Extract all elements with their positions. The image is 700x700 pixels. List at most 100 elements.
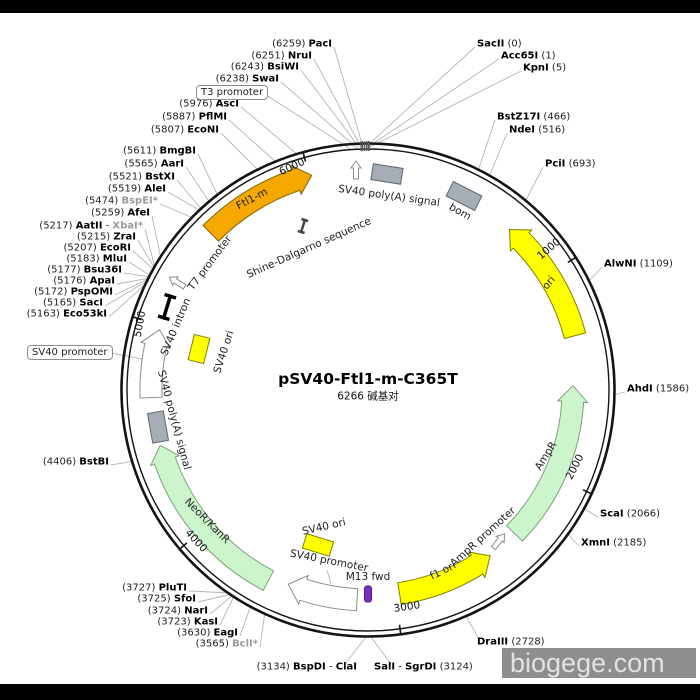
site-label-sali: SalI - SgrDI (3124) — [374, 662, 473, 673]
site-label-part: (6243) — [230, 61, 268, 73]
site-label-pluti: (3727) PluTI — [122, 583, 187, 594]
leader-line — [114, 277, 151, 296]
site-label-xmni: XmnI (2185) — [581, 538, 646, 549]
site-label-part: (6259) — [272, 38, 309, 50]
site-label-part: (5) — [548, 62, 567, 74]
site-label-alwni: AlwNI (1109) — [604, 259, 673, 270]
leader-line — [259, 611, 266, 648]
site-label-part: BstBI — [79, 456, 109, 468]
site-label-ahdi: AhdI (1586) — [627, 384, 689, 395]
site-label-asci: (5976) AscI — [179, 99, 239, 110]
leader-line — [344, 636, 367, 665]
feature-arrow-ori — [508, 228, 587, 340]
site-label-part: (5176) — [53, 275, 90, 287]
site-label-part: (3724) — [147, 605, 185, 617]
leader-line — [313, 58, 362, 148]
leader-line — [185, 166, 211, 204]
site-label-part: (6251) — [251, 50, 288, 62]
site-label-part: KasI — [193, 616, 218, 628]
site-label-nari: (3724) NarI — [148, 606, 208, 617]
marker-part — [157, 314, 170, 322]
leader-line — [262, 92, 353, 151]
watermark-text: biogege.com — [510, 648, 665, 678]
site-label-eco53ki: (5163) Eco53kI — [27, 309, 107, 320]
leader-line — [209, 594, 234, 615]
site-label-acc65i: Acc65I (1) — [501, 51, 556, 62]
site-label-part: NruI — [287, 50, 312, 62]
leader-line — [123, 272, 152, 278]
site-label-bspdi: (3134) BspDI - ClaI — [257, 662, 357, 673]
leader-line — [367, 58, 500, 148]
site-label-part: (2066) — [623, 508, 661, 520]
sv40-polya-signal-box-left — [146, 410, 170, 444]
feature-arrow-f1-ori — [397, 551, 491, 605]
feature-label-m13-fwd: M13 fwd — [345, 571, 391, 583]
site-label-part: BspDI — [293, 661, 326, 673]
leader-line — [197, 593, 233, 603]
site-label-part: (3723) — [157, 616, 194, 628]
leader-line — [587, 266, 603, 283]
leader-line — [104, 279, 150, 307]
sv40-ori-box-bottom — [301, 533, 335, 557]
kb-tick — [302, 151, 307, 162]
site-label-part: (5887) — [162, 111, 199, 123]
leader-line — [220, 132, 260, 172]
site-label-part: SalI — [374, 661, 396, 673]
site-label-part: (3565) — [195, 638, 233, 650]
t7-promoter-arrow — [168, 276, 187, 290]
site-label-ndei: NdeI (516) — [509, 125, 565, 136]
leader-line — [167, 191, 202, 212]
site-label-part: SwaI — [252, 73, 279, 85]
site-label-sacii: SacII (0) — [477, 39, 522, 50]
site-label-part: SgrDI — [405, 661, 437, 673]
kb-tick — [582, 489, 593, 495]
leader-line — [613, 391, 626, 396]
leader-line — [582, 507, 599, 518]
site-label-part: BmgBI — [159, 145, 196, 157]
site-label-part: BspEI* — [121, 195, 158, 207]
site-label-part: (2728) — [508, 636, 545, 648]
site-label-part: (1109) — [636, 258, 673, 270]
site-label-mlui: (5183) MluI — [66, 254, 127, 265]
site-label-part: XmnI — [581, 537, 610, 549]
site-label-part: ScaI — [600, 508, 624, 520]
site-label-bmgbi: (5611) BmgBI — [123, 146, 196, 157]
marker-part — [297, 229, 305, 235]
site-label-part: AscI — [215, 98, 239, 110]
leader-line — [228, 119, 278, 164]
site-label-part: EcoRI — [99, 242, 131, 254]
site-label-part: (1586) — [652, 383, 690, 395]
leader-line — [197, 153, 219, 197]
leader-line — [370, 636, 392, 665]
leader-line — [137, 239, 156, 270]
leader-line — [239, 604, 252, 637]
site-label-pspomi: (5172) PspOMI — [34, 287, 113, 298]
site-label-part: PflMI — [198, 111, 227, 123]
site-label-part: AatII — [75, 220, 103, 232]
site-label-aari: (5565) AarI — [124, 159, 184, 170]
site-label-pcii: PciI (693) — [545, 159, 595, 170]
site-label-bsu36i: (5177) Bsu36I — [47, 265, 122, 276]
leader-line — [524, 166, 544, 203]
top-black-bar — [0, 0, 700, 13]
leader-line — [108, 280, 150, 318]
site-label-part: AleI — [144, 183, 166, 195]
site-label-part: (3630) — [177, 627, 214, 639]
site-label-bspei: (5474) BspEI* — [85, 196, 158, 207]
kb-tick — [178, 542, 188, 551]
bom-box — [445, 180, 483, 212]
site-label-part: ApaI — [89, 275, 115, 287]
site-label-part: (5259) — [90, 207, 128, 219]
leader-line — [116, 277, 151, 285]
sv40-ori-box-left — [187, 333, 211, 365]
marker-part — [299, 218, 307, 234]
leader-line — [280, 81, 358, 149]
site-label-part: (3134) — [256, 661, 294, 673]
kb-tick — [131, 315, 142, 321]
site-label-part: (5177) — [47, 264, 84, 276]
site-label-part: BstZ17I — [497, 111, 541, 123]
leader-line — [477, 119, 496, 172]
leader-line — [176, 179, 203, 211]
site-label-part: (693) — [565, 158, 596, 170]
